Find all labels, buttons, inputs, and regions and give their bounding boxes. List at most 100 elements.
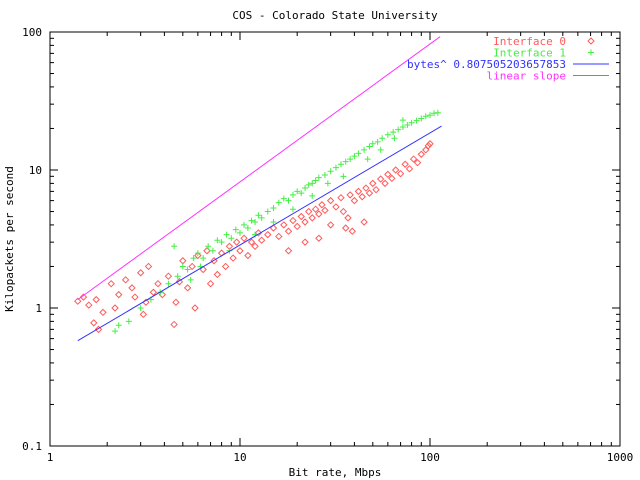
interface-1-point bbox=[280, 195, 287, 202]
interface-0-point bbox=[413, 158, 422, 167]
interface-0-point bbox=[326, 196, 335, 205]
interface-1-point bbox=[223, 231, 230, 238]
interface-0-point bbox=[315, 234, 323, 242]
interface-0-point bbox=[94, 325, 103, 334]
data-points bbox=[74, 109, 441, 335]
interface-1-point bbox=[298, 190, 305, 197]
interface-0-point bbox=[405, 165, 414, 173]
interface-0-point bbox=[213, 270, 222, 279]
interface-0-point bbox=[206, 279, 215, 288]
interface-1-point bbox=[340, 173, 347, 180]
interface-0-point bbox=[381, 179, 389, 188]
interface-1-point bbox=[324, 180, 331, 187]
interface-0-point bbox=[341, 224, 350, 232]
interface-1-point bbox=[309, 192, 316, 199]
interface-1-point bbox=[366, 143, 373, 150]
interface-1-point bbox=[184, 266, 191, 273]
interface-1-point bbox=[374, 138, 381, 145]
interface-0-point bbox=[244, 251, 252, 260]
interface-0-point bbox=[396, 170, 405, 178]
interface-0-point bbox=[337, 193, 345, 202]
interface-0-point bbox=[221, 262, 230, 271]
interface-0-point bbox=[175, 278, 184, 286]
legend-marker-plus bbox=[588, 49, 594, 56]
interface-1-point bbox=[399, 123, 406, 130]
y-tick-label: 10 bbox=[29, 164, 42, 177]
interface-1-point bbox=[422, 113, 429, 120]
interface-1-point bbox=[252, 218, 259, 225]
interface-1-point bbox=[289, 206, 296, 213]
interface-0-point bbox=[254, 229, 263, 237]
interface-1-point bbox=[351, 153, 358, 160]
interface-0-point bbox=[318, 201, 326, 209]
interface-0-point bbox=[289, 216, 297, 225]
interface-1-point bbox=[390, 129, 397, 136]
interface-1-point bbox=[364, 156, 371, 163]
interface-1-point bbox=[228, 235, 235, 242]
interface-0-point bbox=[217, 249, 226, 257]
interface-0-point bbox=[344, 214, 352, 222]
interface-1-point bbox=[115, 322, 122, 329]
x-tick-label: 100 bbox=[420, 451, 440, 464]
interface-1-point bbox=[355, 150, 362, 157]
interface-0-point bbox=[203, 247, 211, 255]
interface-0-point bbox=[305, 207, 313, 216]
interface-0-point bbox=[179, 257, 187, 265]
interface-0-point bbox=[392, 166, 400, 174]
interface-0-point bbox=[257, 236, 266, 244]
interface-0-point bbox=[369, 179, 377, 188]
interface-0-point bbox=[376, 175, 385, 183]
interface-0-point bbox=[107, 279, 115, 288]
interface-1-point bbox=[399, 117, 406, 124]
interface-0-point bbox=[358, 193, 366, 201]
interface-0-point bbox=[236, 247, 244, 255]
interface-1-point bbox=[171, 243, 178, 250]
interface-1-point bbox=[187, 276, 194, 283]
y-axis-label: Kilopackets per second bbox=[3, 166, 16, 312]
interface-0-point bbox=[188, 262, 196, 271]
interface-1-point bbox=[285, 197, 292, 204]
interface-0-point bbox=[326, 221, 335, 229]
interface-0-point bbox=[346, 191, 354, 199]
interface-0-point bbox=[128, 284, 136, 292]
x-tick-label: 10 bbox=[233, 451, 246, 464]
interface-1-point bbox=[174, 273, 181, 280]
interface-1-point bbox=[275, 199, 282, 206]
interface-0-point bbox=[269, 224, 278, 232]
interface-1-point bbox=[194, 250, 201, 257]
interface-0-point bbox=[401, 160, 409, 168]
interface-1-point bbox=[327, 168, 334, 175]
interface-1-point bbox=[165, 280, 172, 287]
interface-0-point bbox=[74, 297, 82, 305]
interface-1-point bbox=[270, 218, 277, 225]
interface-1-point bbox=[112, 328, 119, 335]
interface-0-point bbox=[247, 238, 256, 246]
interface-0-point bbox=[284, 247, 293, 255]
interface-0-point bbox=[360, 218, 368, 226]
interface-1-point bbox=[315, 174, 322, 181]
interface-0-point bbox=[79, 293, 88, 301]
interface-0-point bbox=[90, 319, 98, 327]
axes: 1 10 100 1000 0.1 1 10 100 bbox=[22, 26, 633, 464]
interface-1-point bbox=[361, 146, 368, 153]
interface-1-point bbox=[137, 305, 144, 311]
interface-0-point bbox=[321, 206, 329, 215]
interface-1-point bbox=[332, 164, 339, 171]
interface-1-point bbox=[294, 188, 301, 195]
interface-0-point bbox=[388, 174, 396, 183]
interface-0-point bbox=[183, 284, 192, 292]
x-tick-label: 1 bbox=[47, 451, 54, 464]
interface-0-point bbox=[264, 230, 272, 239]
interface-0-point bbox=[194, 251, 202, 260]
interface-1-point bbox=[237, 229, 243, 236]
interface-1-point bbox=[418, 115, 425, 122]
interface-0-point bbox=[301, 238, 309, 246]
interface-1-point bbox=[270, 205, 277, 212]
interface-1-point bbox=[404, 121, 411, 128]
interface-0-point bbox=[384, 170, 392, 179]
fit-lines bbox=[77, 36, 442, 342]
interface-1-point bbox=[321, 171, 328, 178]
interface-1-point bbox=[241, 221, 248, 228]
interface-0-point bbox=[315, 210, 323, 218]
x-tick-label: 1000 bbox=[607, 451, 634, 464]
